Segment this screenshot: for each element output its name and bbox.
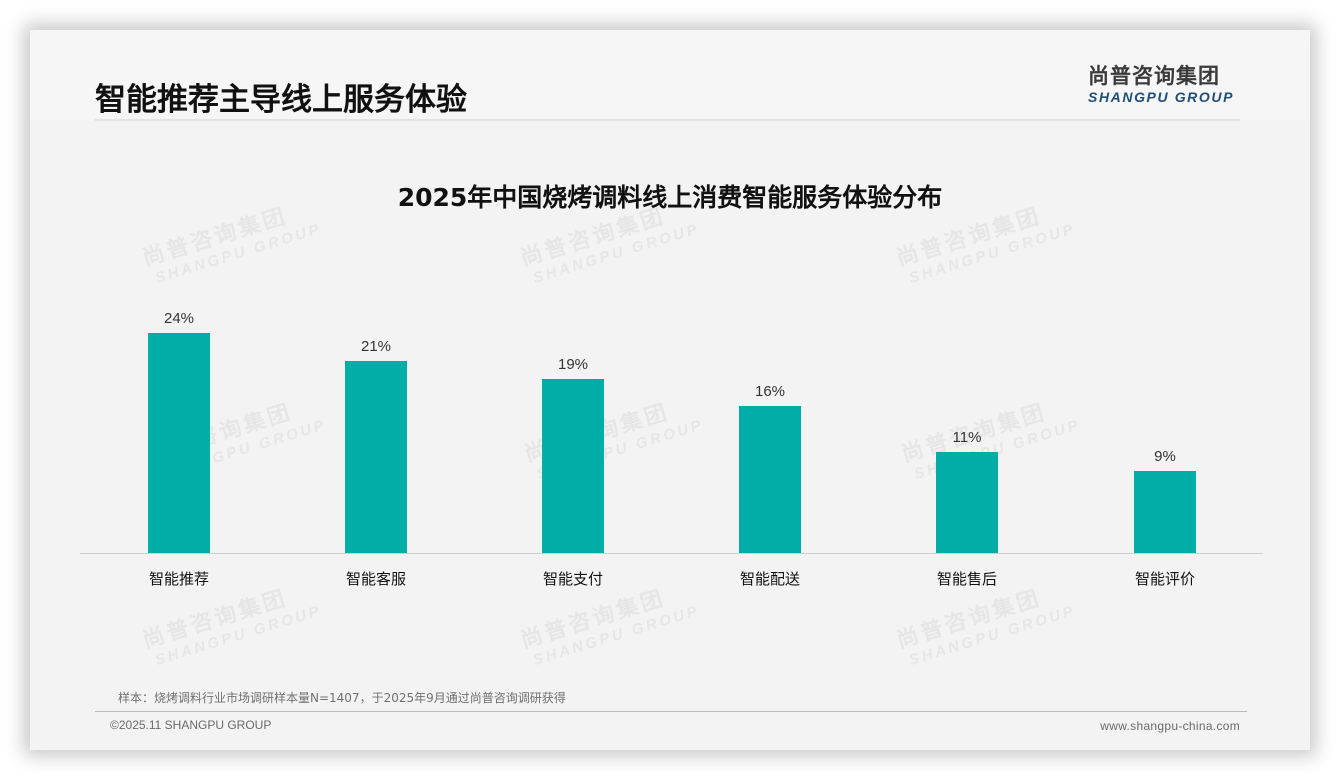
bar — [542, 378, 604, 553]
copyright-text: ©2025.11 SHANGPU GROUP — [110, 718, 272, 732]
logo-en-text: SHANGPU GROUP — [1088, 89, 1235, 105]
category-label: 智能支付 — [542, 570, 603, 588]
footer-divider — [95, 711, 1247, 712]
category-label: 智能推荐 — [148, 570, 209, 588]
category-label: 智能评价 — [1134, 570, 1195, 588]
bar-group: 11% — [936, 270, 998, 553]
bar-group: 24% — [148, 270, 210, 553]
header-band — [30, 30, 1310, 120]
page-title: 智能推荐主导线上服务体验 — [95, 82, 467, 118]
bar-group: 9% — [1134, 270, 1196, 553]
website-link[interactable]: www.shangpu-china.com — [1100, 719, 1240, 733]
bar — [1134, 470, 1196, 553]
bar-value-label: 9% — [1154, 447, 1176, 465]
category-label: 智能售后 — [936, 570, 997, 588]
category-label: 智能配送 — [739, 570, 800, 588]
bar — [345, 360, 407, 553]
bar-value-label: 16% — [754, 383, 786, 401]
bar-value-label: 24% — [163, 310, 195, 327]
bar-chart: 24% 21% 19% 16% 11% 9% 智能推荐 智能客服 智能支付 智能… — [80, 270, 1263, 588]
header-divider — [95, 119, 1240, 121]
bar-group: 16% — [739, 270, 801, 553]
bar-value-label: 19% — [557, 355, 589, 373]
watermark-en: SHANGPU GROUP — [531, 602, 702, 670]
bar-value-label: 21% — [360, 337, 392, 355]
logo-cn-text: 尚普咨询集团 — [1088, 64, 1220, 88]
bar-value-label: 11% — [952, 429, 982, 447]
bar-group: 19% — [542, 270, 604, 553]
category-label: 智能客服 — [345, 570, 406, 588]
sample-note: 样本：烧烤调料行业市场调研样本量N=1407，于2025年9月通过尚普咨询调研获… — [118, 691, 566, 705]
x-axis-line — [80, 553, 1263, 554]
bar — [739, 406, 801, 553]
slide: 尚普咨询集团 SHANGPU GROUP 尚普咨询集团 SHANGPU GROU… — [30, 30, 1310, 750]
chart-title: 2025年中国烧烤调料线上消费智能服务体验分布 — [397, 183, 943, 212]
watermark-en: SHANGPU GROUP — [907, 602, 1078, 670]
bar — [936, 452, 998, 553]
watermark-en: SHANGPU GROUP — [153, 602, 324, 670]
bar-group: 21% — [345, 270, 407, 553]
bar — [148, 333, 210, 553]
company-logo: 尚普咨询集团 SHANGPU GROUP — [1088, 64, 1240, 105]
